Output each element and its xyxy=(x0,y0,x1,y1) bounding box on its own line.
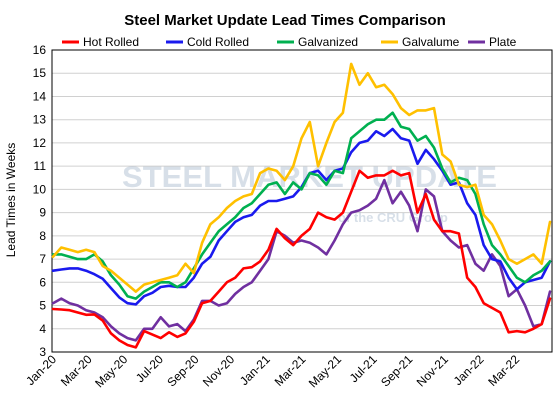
y-axis-label: Lead Times in Weeks xyxy=(4,143,18,258)
y-tick-label: 16 xyxy=(33,43,47,57)
y-tick-label: 14 xyxy=(33,89,47,103)
watermark-main-text: STEEL MARKET UPDATE xyxy=(122,161,497,194)
y-tick-label: 12 xyxy=(33,136,47,150)
chart-title: Steel Market Update Lead Times Compariso… xyxy=(124,12,445,29)
y-axis-tick-labels: 3 4 5 6 7 8 9 10 11 12 13 14 15 16 xyxy=(33,43,47,359)
y-tick-label: 7 xyxy=(39,252,46,266)
plot-area-frame xyxy=(51,49,553,353)
y-tick-label: 5 xyxy=(39,299,46,313)
legend-label: Plate xyxy=(489,35,517,49)
y-tick-label: 15 xyxy=(33,66,47,80)
legend-label: Hot Rolled xyxy=(83,35,139,49)
y-tick-label: 11 xyxy=(34,159,47,173)
y-tick-label: 9 xyxy=(39,206,46,220)
y-tick-label: 10 xyxy=(33,182,47,196)
legend: Hot Rolled Cold Rolled Galvanized Galvalume… xyxy=(62,35,517,49)
y-tick-label: 13 xyxy=(33,113,47,127)
y-tick-label: 6 xyxy=(39,275,46,289)
y-tick-label: 4 xyxy=(39,322,46,336)
series-line-galvanized xyxy=(51,111,552,300)
legend-label: Galvanized xyxy=(298,35,358,49)
y-tick-label: 3 xyxy=(39,345,46,359)
y-tick-label: 8 xyxy=(39,229,46,243)
series-line-galvalume xyxy=(51,62,552,293)
series-line-plate xyxy=(51,178,552,342)
legend-label: Cold Rolled xyxy=(187,35,249,49)
legend-label: Galvalume xyxy=(402,35,460,49)
series-line-hot-rolled xyxy=(51,169,552,349)
series-lines xyxy=(51,62,552,349)
